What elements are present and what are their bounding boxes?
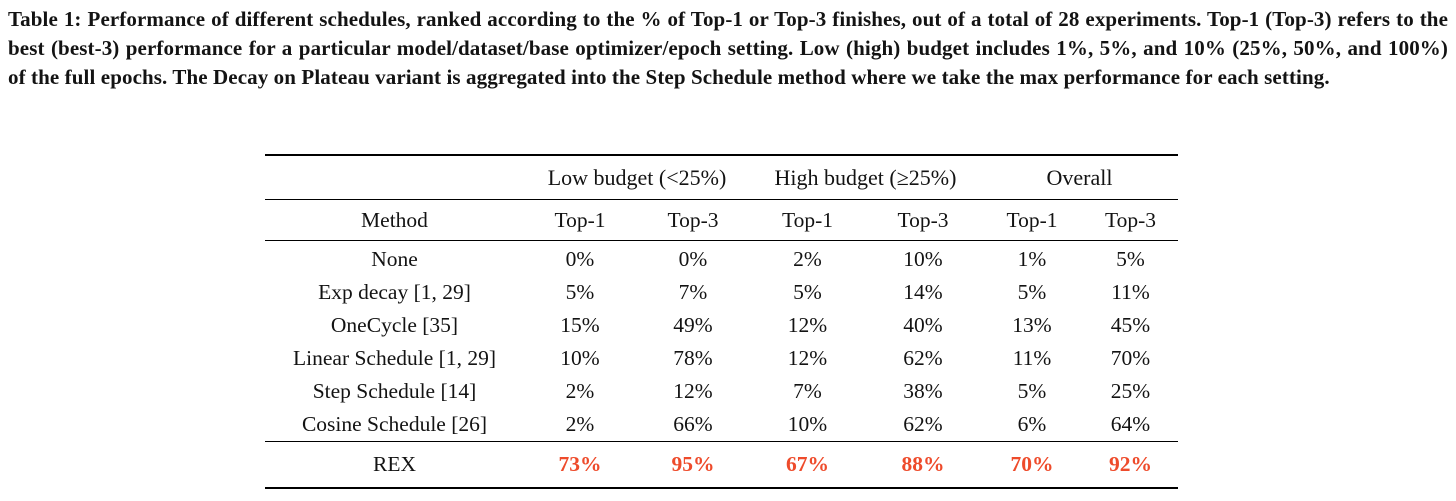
value-cell: 2% (524, 408, 636, 442)
value-cell: 11% (1111, 280, 1150, 304)
value-cell: 78% (673, 346, 713, 370)
value-cell: 5% (565, 280, 595, 304)
value-cell: 5% (1116, 247, 1145, 271)
caption-text: Performance of different schedules, rank… (8, 7, 1448, 89)
column-header-high-top3: Top-3 (865, 199, 981, 241)
value-cell: 2% (793, 247, 822, 271)
method-cell: REX (373, 452, 416, 476)
value-cell: 0% (565, 247, 595, 271)
method-cell: None (371, 247, 418, 271)
column-header-low-top3: Top-3 (636, 199, 750, 241)
value-cell: 62% (865, 408, 981, 442)
table-row-step-schedule: Step Schedule [14] 2% 12% 7% 38% 5% 25% (265, 375, 1178, 408)
highlight-value-cell: 88% (901, 452, 945, 476)
value-cell: 12% (673, 379, 713, 403)
value-cell: 10% (560, 346, 600, 370)
table-row-linear-schedule: Linear Schedule [1, 29] 10% 78% 12% 62% … (265, 342, 1178, 375)
table-row-rex: REX 73% 95% 67% 88% 70% 92% (265, 442, 1178, 489)
value-cell: 62% (903, 346, 943, 370)
value-cell: 6% (981, 408, 1083, 442)
method-cell: Exp decay [1, 29] (318, 280, 471, 304)
table-row-exp-decay: Exp decay [1, 29] 5% 7% 5% 14% 5% 11% (265, 276, 1178, 309)
value-cell: 5% (793, 280, 822, 304)
group-header-row: Low budget (<25%) High budget (≥25%) Ove… (265, 155, 1178, 200)
table-row-none: None 0% 0% 2% 10% 1% 5% (265, 241, 1178, 277)
highlight-value-cell: 92% (1109, 452, 1152, 476)
value-cell: 10% (750, 408, 865, 442)
column-header-high-top1: Top-1 (750, 199, 865, 241)
value-cell: 11% (1012, 346, 1052, 370)
value-cell: 1% (1017, 247, 1047, 271)
value-cell: 7% (793, 379, 822, 403)
value-cell: 12% (787, 313, 828, 337)
group-header-overall: Overall (981, 155, 1178, 200)
value-cell: 7% (678, 280, 708, 304)
results-table: Low budget (<25%) High budget (≥25%) Ove… (265, 154, 1178, 489)
column-header-low-top1: Top-1 (524, 199, 636, 241)
table-row-cosine-schedule: Cosine Schedule [26] 2% 66% 10% 62% 6% 6… (265, 408, 1178, 442)
value-cell: 25% (1110, 379, 1151, 403)
value-cell: 5% (1017, 379, 1047, 403)
method-cell: OneCycle [35] (330, 313, 459, 337)
value-cell: 64% (1083, 408, 1178, 442)
value-cell: 10% (903, 247, 943, 271)
value-cell: 13% (1012, 313, 1052, 337)
value-cell: 66% (636, 408, 750, 442)
column-header-row: Method Top-1 Top-3 Top-1 Top-3 Top-1 Top… (265, 199, 1178, 241)
group-header-low-budget: Low budget (<25%) (524, 155, 750, 200)
caption-label: Table 1: (8, 7, 82, 31)
value-cell: 70% (1110, 346, 1151, 370)
table-row-onecycle: OneCycle [35] 15% 49% 12% 40% 13% 45% (265, 309, 1178, 342)
value-cell: 5% (1017, 280, 1047, 304)
method-column-header: Method (265, 199, 524, 241)
method-cell: Linear Schedule [1, 29] (293, 346, 496, 370)
method-cell: Cosine Schedule [26] (265, 408, 524, 442)
value-cell: 0% (678, 247, 708, 271)
group-header-high-budget: High budget (≥25%) (750, 155, 981, 200)
value-cell: 14% (903, 280, 943, 304)
value-cell: 40% (903, 313, 943, 337)
group-header-empty (265, 155, 524, 200)
value-cell: 12% (787, 346, 828, 370)
value-cell: 2% (565, 379, 595, 403)
highlight-value-cell: 70% (1010, 452, 1054, 476)
highlight-value-cell: 73% (558, 452, 602, 476)
value-cell: 15% (560, 313, 600, 337)
column-header-overall-top3: Top-3 (1083, 199, 1178, 241)
highlight-value-cell: 67% (786, 452, 829, 476)
value-cell: 49% (673, 313, 713, 337)
value-cell: 45% (1110, 313, 1151, 337)
value-cell: 38% (903, 379, 943, 403)
column-header-overall-top1: Top-1 (981, 199, 1083, 241)
table-caption: Table 1: Performance of different schedul… (8, 5, 1448, 92)
highlight-value-cell: 95% (671, 452, 715, 476)
method-cell: Step Schedule [14] (312, 379, 477, 403)
